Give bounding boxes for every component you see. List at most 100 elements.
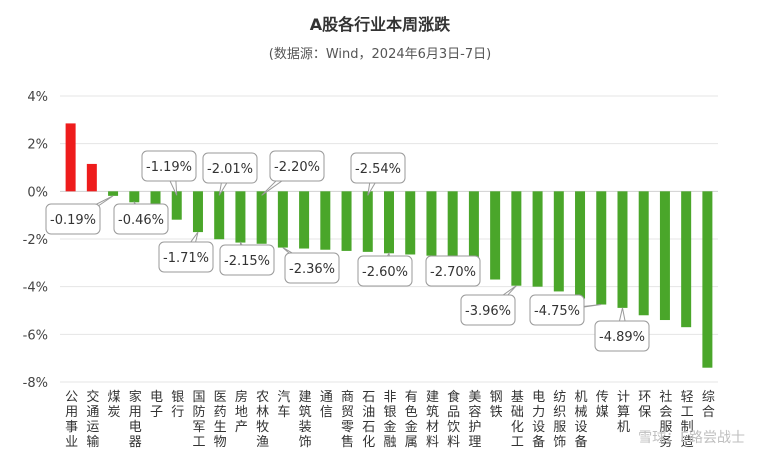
bar xyxy=(426,191,437,256)
data-label: -2.36% xyxy=(284,252,340,284)
svg-text:-2.60%: -2.60% xyxy=(362,265,408,280)
category-label: 房地产 xyxy=(235,389,248,435)
category-label: 农林牧渔 xyxy=(256,390,269,450)
bar xyxy=(681,191,692,328)
bar xyxy=(405,191,416,255)
chart-subtitle: (数据源：Wind，2024年6月3日-7日) xyxy=(269,47,491,62)
y-tick-label: 0% xyxy=(27,185,48,200)
bar xyxy=(617,191,628,308)
svg-text:-2.20%: -2.20% xyxy=(274,160,320,175)
watermark: 雪球：E路尝战士 xyxy=(638,430,745,446)
data-label: -2.70% xyxy=(425,255,481,287)
svg-text:-4.75%: -4.75% xyxy=(534,304,580,319)
svg-text:-1.71%: -1.71% xyxy=(163,251,209,266)
bar xyxy=(320,191,331,250)
category-label: 建筑材料 xyxy=(426,390,439,450)
svg-text:-2.36%: -2.36% xyxy=(289,262,335,277)
category-label: 医药生物 xyxy=(214,390,227,450)
y-axis: 4% 2% 0% -2% -4% -6% -8% xyxy=(23,90,48,391)
category-label: 轻工制造 xyxy=(681,390,694,450)
svg-text:-0.19%: -0.19% xyxy=(50,213,96,228)
data-label: -4.89% xyxy=(594,320,650,352)
category-label: 通信 xyxy=(320,390,333,420)
category-label: 非银金融 xyxy=(383,390,396,450)
y-tick-label: 2% xyxy=(27,138,48,153)
category-label: 电子 xyxy=(150,390,163,420)
data-label: -1.71% xyxy=(158,241,214,273)
bar xyxy=(277,191,288,248)
bar xyxy=(108,191,119,196)
category-label: 建筑装饰 xyxy=(299,390,312,450)
category-label: 家用电器 xyxy=(129,389,142,450)
data-label: -3.96% xyxy=(460,294,516,326)
bar xyxy=(256,191,267,244)
svg-text:-3.96%: -3.96% xyxy=(465,304,511,319)
bars xyxy=(65,123,713,368)
category-label: 煤炭 xyxy=(108,390,121,420)
svg-text:-2.70%: -2.70% xyxy=(430,265,476,280)
category-label: 汽车 xyxy=(277,390,290,420)
bar xyxy=(362,191,373,252)
category-label: 公用事业 xyxy=(65,390,78,450)
bar xyxy=(235,191,246,243)
bar xyxy=(214,191,225,240)
bar xyxy=(65,123,76,192)
y-tick-label: -8% xyxy=(23,376,48,391)
category-label: 商贸零售 xyxy=(341,390,354,450)
bar xyxy=(490,191,501,280)
y-tick-label: -2% xyxy=(23,233,48,248)
bar xyxy=(341,191,352,251)
bar xyxy=(192,191,203,233)
category-label: 纺织服饰 xyxy=(553,390,566,450)
bar xyxy=(659,191,670,321)
category-label: 传媒 xyxy=(596,390,609,420)
svg-text:-2.01%: -2.01% xyxy=(207,162,253,177)
data-label: -2.01% xyxy=(202,152,258,184)
y-tick-label: 4% xyxy=(27,90,48,105)
category-label: 环保 xyxy=(638,390,651,420)
bar xyxy=(468,191,479,258)
data-label: -0.46% xyxy=(113,203,169,235)
svg-text:-4.89%: -4.89% xyxy=(599,330,645,345)
svg-text:-1.19%: -1.19% xyxy=(146,160,192,175)
bar xyxy=(447,191,458,257)
data-label: -4.75% xyxy=(529,294,585,326)
bar xyxy=(384,191,394,254)
category-label: 机械设备 xyxy=(575,390,588,450)
data-label: -2.54% xyxy=(350,152,406,184)
category-label: 计算机 xyxy=(617,390,630,435)
svg-text:-2.15%: -2.15% xyxy=(224,254,270,269)
callouts: -0.19% -0.46% -1.19% -1.71% -2.01% -2.15% -2.2… xyxy=(45,150,650,352)
category-label: 银行 xyxy=(171,390,184,420)
x-axis: 公用事业交通运输煤炭家用电器电子银行国防军工医药生物房地产农林牧渔汽车建筑装饰通… xyxy=(65,389,715,450)
bar xyxy=(575,191,586,299)
category-label: 电力设备 xyxy=(532,390,545,450)
category-label: 美容护理 xyxy=(468,390,481,450)
bar xyxy=(150,191,161,205)
category-label: 综合 xyxy=(702,390,715,420)
bar xyxy=(86,163,97,192)
bar xyxy=(299,191,310,249)
svg-text:-2.54%: -2.54% xyxy=(355,162,401,177)
data-label: -2.60% xyxy=(357,255,413,287)
y-tick-label: -4% xyxy=(23,281,48,296)
category-label: 有色金属 xyxy=(405,390,418,450)
y-tick-label: -6% xyxy=(23,328,48,343)
svg-text:-0.46%: -0.46% xyxy=(118,213,164,228)
category-label: 基础化工 xyxy=(511,390,524,450)
bar xyxy=(596,191,607,305)
data-label: -0.19% xyxy=(45,203,101,235)
category-label: 社会服务 xyxy=(659,389,672,450)
bar xyxy=(171,191,182,220)
data-label: -2.15% xyxy=(219,244,275,276)
chart-title: A股各行业本周涨跌 xyxy=(310,15,451,34)
data-label: -2.20% xyxy=(269,150,325,182)
bar xyxy=(532,191,543,287)
bar xyxy=(511,191,522,286)
bar xyxy=(553,191,564,292)
category-label: 交通运输 xyxy=(86,389,99,450)
category-label: 国防军工 xyxy=(192,390,205,450)
bar xyxy=(129,191,140,203)
